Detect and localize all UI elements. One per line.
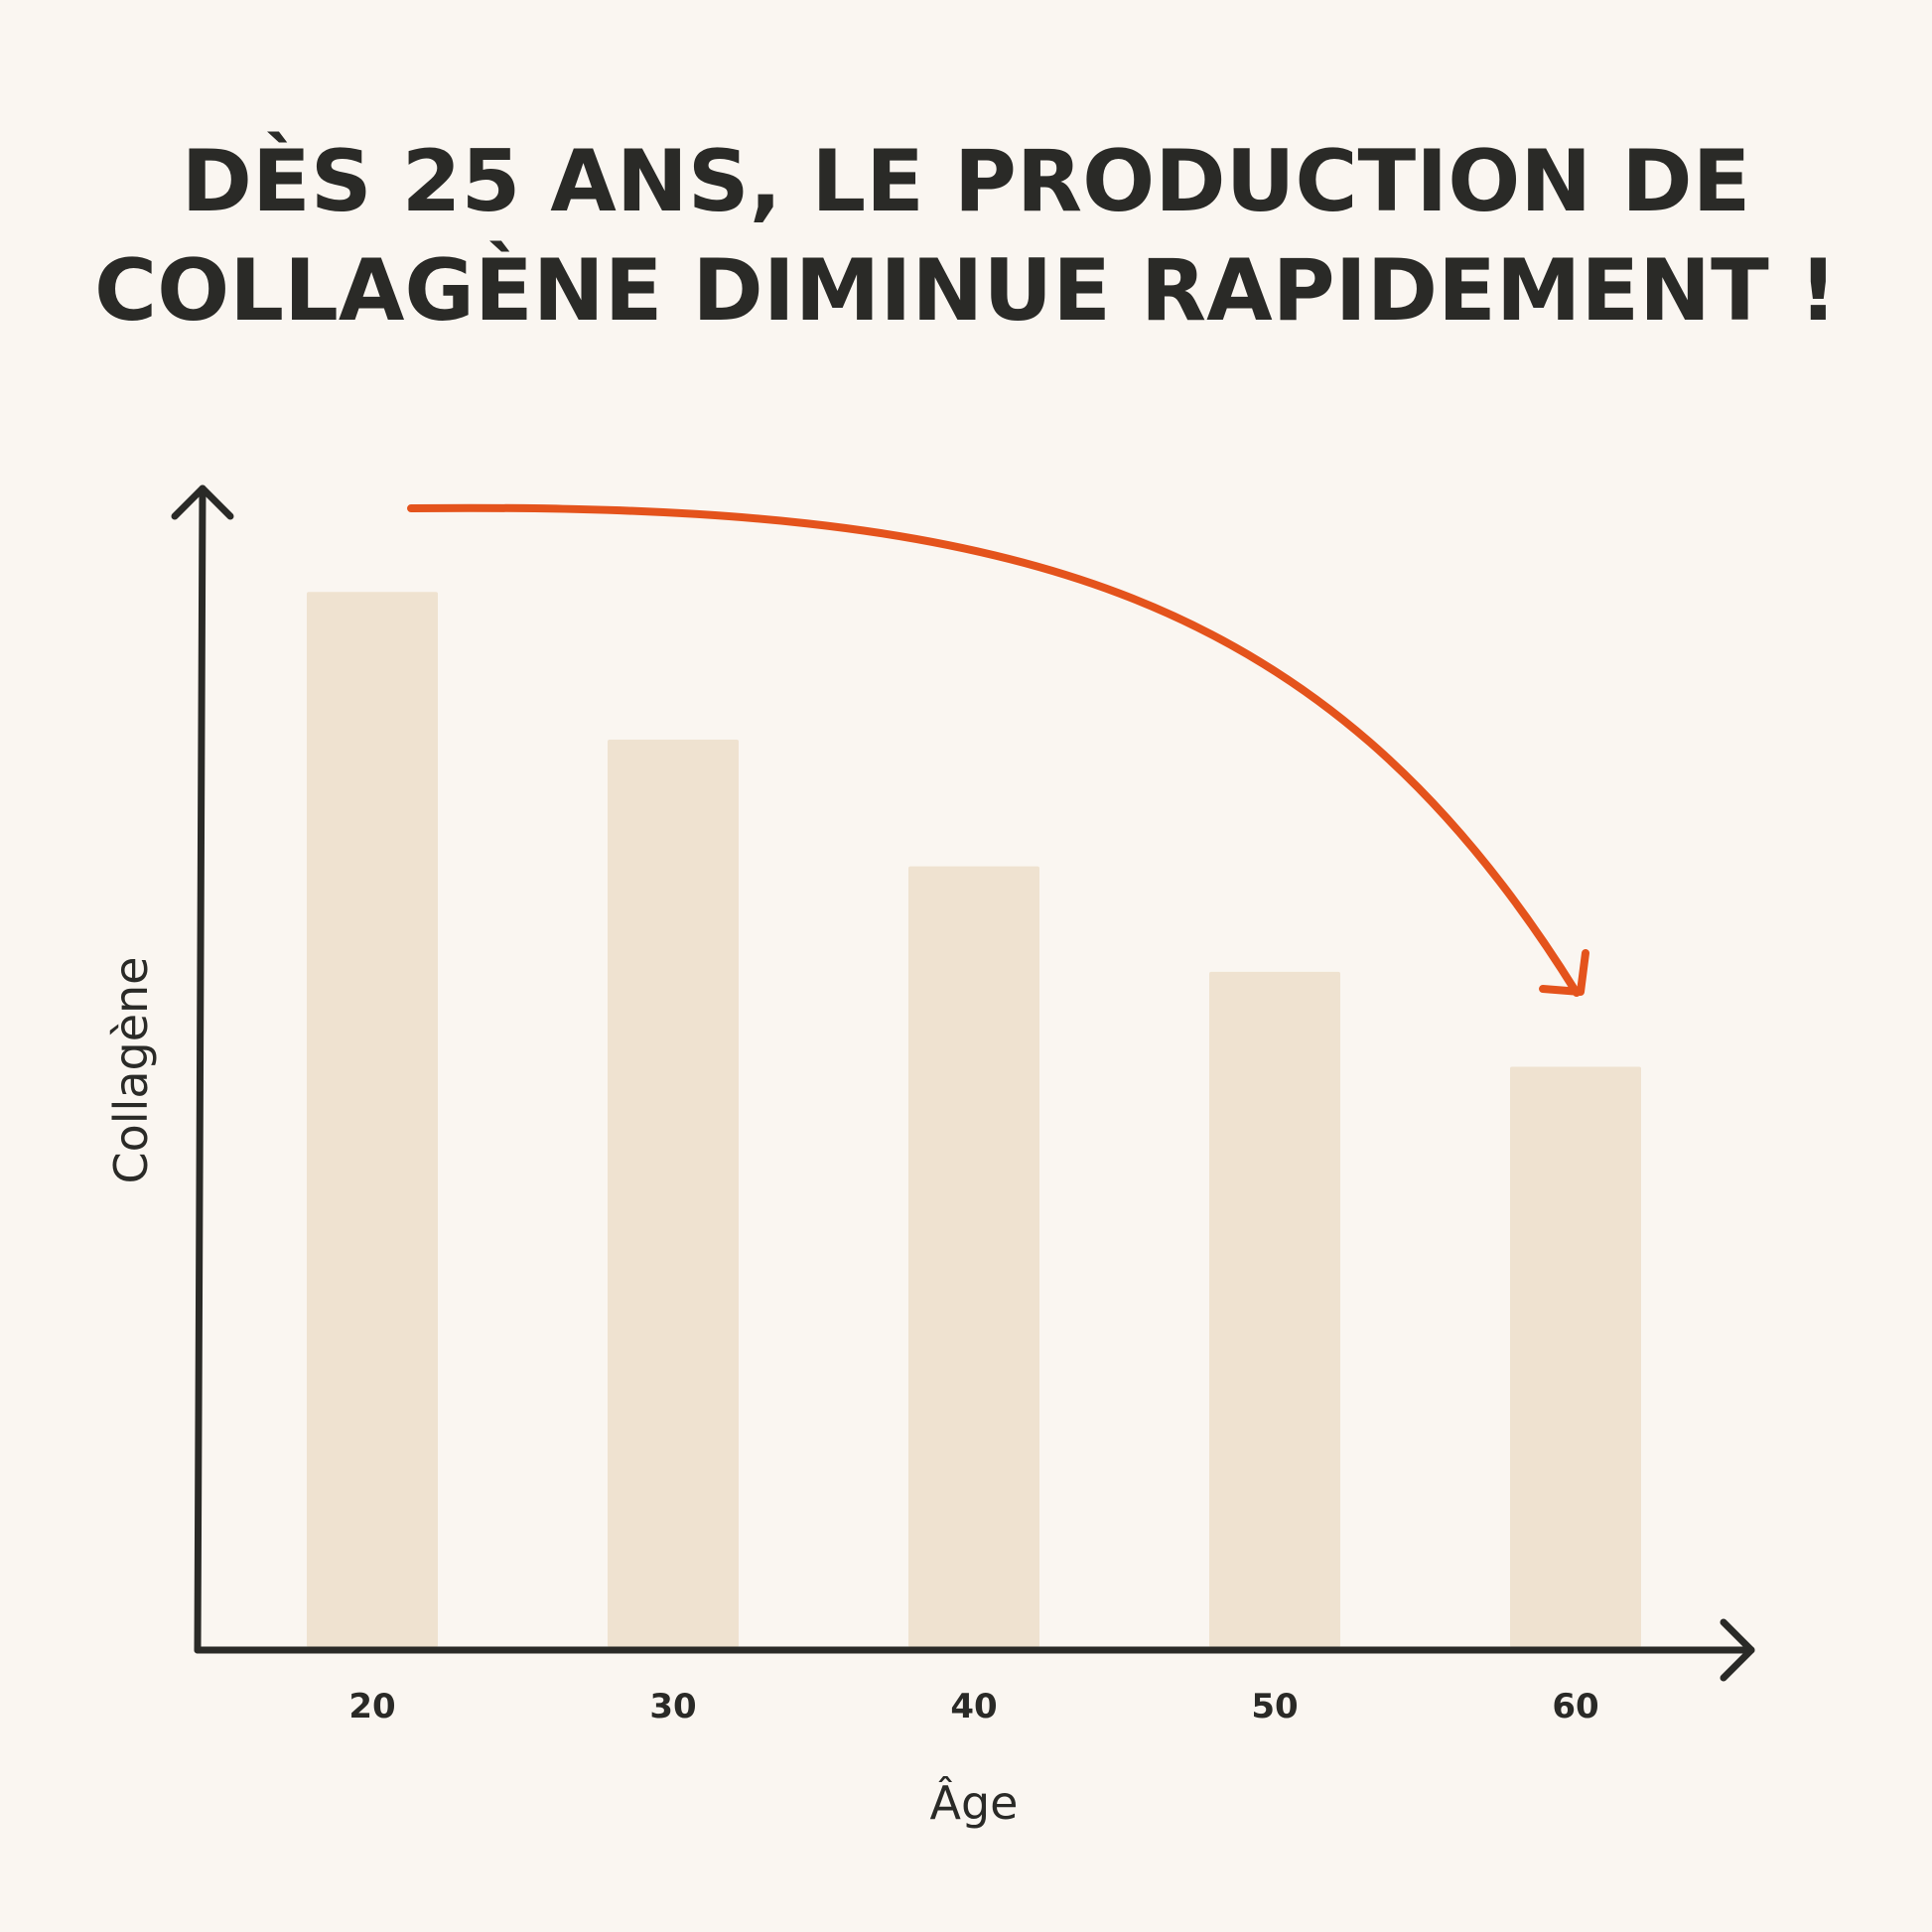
bar-40: [908, 866, 1039, 1647]
bars-group: [307, 592, 1641, 1647]
bar-20: [307, 592, 438, 1647]
x-axis-arrowhead: [1720, 1618, 1755, 1682]
y-axis-line: [194, 484, 207, 1654]
y-axis-label: Collagène: [104, 957, 158, 1184]
title-line-2: COLLAGÈNE DIMINUE RAPIDEMENT !: [94, 241, 1838, 341]
x-axis-label: Âge: [930, 1776, 1019, 1830]
x-tick-label-40: 40: [950, 1687, 997, 1726]
bar-50: [1209, 971, 1340, 1647]
chart-title: DÈS 25 ANS, LE PRODUCTION DE COLLAGÈNE D…: [0, 127, 1932, 345]
trend-arrowhead: [1539, 949, 1589, 996]
bar-60: [1510, 1066, 1641, 1647]
x-tick-label-20: 20: [348, 1687, 395, 1726]
x-tick-label-50: 50: [1251, 1687, 1298, 1726]
x-tick-label-30: 30: [649, 1687, 696, 1726]
x-tick-label-60: 60: [1552, 1687, 1598, 1726]
title-line-1: DÈS 25 ANS, LE PRODUCTION DE: [181, 132, 1751, 231]
x-tick-labels: 20 30 40 50 60: [348, 1687, 1598, 1726]
y-axis-arrowhead: [171, 484, 234, 520]
bar-30: [608, 740, 739, 1647]
trend-arrow: [407, 503, 1581, 997]
